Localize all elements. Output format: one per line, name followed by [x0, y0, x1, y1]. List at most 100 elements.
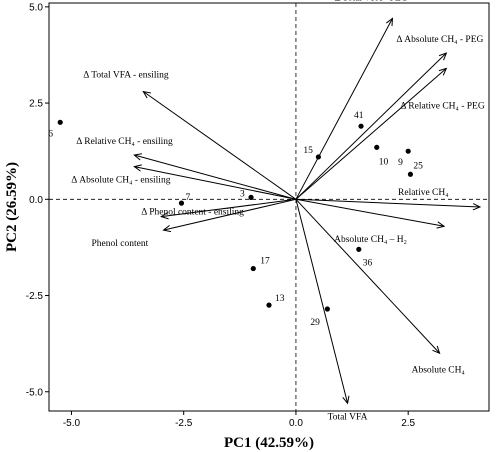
loading-label: Absolute CH₄ [412, 365, 465, 375]
loading-label: Δ Total VFA - PEG [334, 0, 407, 3]
score-point [178, 200, 185, 206]
loading-arrow-line [134, 154, 297, 200]
y-tick-label: 2.5 [29, 99, 43, 110]
loading-vector: Phenol content [91, 198, 297, 249]
loading-arrow-line [142, 91, 297, 200]
y-axis-title: PC2 (26.59%) [4, 162, 20, 252]
loading-arrowhead [162, 224, 172, 233]
loading-vector: Δ Phenol content - ensiling [141, 198, 297, 220]
score-point-group: 36 [356, 246, 373, 268]
loading-arrowhead [133, 164, 142, 172]
loading-label: Phenol content [91, 239, 148, 249]
loading-arrow-line [295, 18, 393, 200]
loading-arrow-line [161, 198, 297, 218]
score-label: 36 [363, 258, 373, 268]
y-tick-label: 0.0 [29, 195, 43, 206]
loading-arrow-line [295, 199, 349, 404]
score-point-group: 9 [398, 148, 411, 168]
score-point-group: 41 [354, 111, 364, 129]
axis-ticks: -5.0 -2.5 0.0 2.5 5.0 2.5 0.0 -2.5 -5.0 [26, 2, 416, 429]
loading-vector: Δ Total VFA - ensiling [83, 71, 297, 200]
loading-arrowhead [432, 345, 441, 355]
score-point-group: 15 [303, 146, 321, 160]
loading-label: Δ Absolute CH₄ - PEG [396, 35, 483, 45]
score-label: 10 [379, 157, 389, 167]
loading-label: Δ Phenol content - ensiling [141, 208, 244, 218]
loading-vector: Δ Absolute CH₄ - PEG [295, 35, 483, 200]
loading-arrowhead [160, 212, 169, 220]
loading-arrow-line [134, 166, 297, 200]
y-tick-label: 5.0 [29, 2, 43, 13]
score-point [266, 302, 272, 308]
loading-arrow-line [295, 198, 445, 227]
score-label: 6 [48, 129, 53, 139]
score-point [358, 123, 364, 129]
loading-arrow-line [295, 68, 447, 200]
score-point-group: 25 [407, 161, 423, 177]
loading-arrowhead [472, 203, 482, 211]
score-point [315, 154, 321, 160]
score-label: 25 [413, 161, 423, 171]
score-point [407, 171, 414, 177]
score-point-group: 29 [310, 306, 330, 328]
score-label: 13 [275, 294, 285, 304]
score-point [57, 119, 63, 125]
y-tick-label: -2.5 [26, 291, 44, 302]
score-points: 6 7 3 15 41 10 9 25 36 17 13 29 [48, 111, 423, 328]
loading-label: Δ Relative CH₄ - PEG [400, 101, 484, 111]
loading-label: Total VFA [328, 412, 368, 422]
loading-arrow-line [295, 52, 447, 200]
score-point [324, 306, 330, 312]
loading-label: Δ Absolute CH₄ - ensiling [71, 176, 170, 186]
loading-label: Relative CH₄ [398, 188, 449, 198]
loading-arrowhead [438, 52, 448, 61]
x-tick-label: -5.0 [63, 418, 81, 429]
loading-vector: Δ Total VFA - PEG [295, 0, 408, 200]
loading-arrowhead [142, 90, 151, 99]
score-point-group: 10 [374, 144, 389, 167]
score-point-group: 7 [178, 193, 190, 206]
loading-arrow-line [163, 198, 297, 231]
score-label: 17 [260, 257, 270, 267]
zero-reference-lines [49, 3, 489, 411]
score-label: 9 [398, 158, 403, 168]
loading-vector: Absolute CH₄ [295, 198, 465, 375]
loading-vector: Δ Relative CH₄ - PEG [295, 67, 485, 200]
loading-arrowhead [133, 153, 142, 161]
x-axis-title: PC1 (42.59%) [224, 435, 314, 451]
score-label: 3 [240, 189, 245, 199]
score-point-group: 6 [48, 119, 63, 139]
score-point [248, 194, 254, 200]
y-tick-label: -5.0 [26, 387, 44, 398]
score-label: 15 [303, 146, 313, 156]
loading-vector: Total VFA [295, 199, 368, 422]
loading-arrowhead [436, 221, 446, 229]
score-point [356, 246, 362, 252]
loading-arrow-line [295, 198, 481, 208]
score-point [405, 148, 411, 154]
score-label: 7 [185, 193, 190, 203]
loading-label: Δ Relative CH₄ - ensiling [76, 137, 173, 147]
plot-frame [48, 2, 490, 412]
loading-vector: Relative CH₄ [295, 188, 482, 211]
score-point [250, 265, 256, 272]
loading-vectors: Δ Total VFA - PEG Δ Absolute CH₄ - PEG Δ R… [71, 0, 485, 422]
loading-vector: Absolute CH₄ – H₂ [295, 198, 446, 245]
loading-label: Absolute CH₄ – H₂ [334, 235, 407, 245]
loading-vector: Δ Absolute CH₄ - ensiling [71, 164, 297, 200]
loading-label: Δ Total VFA - ensiling [83, 71, 169, 81]
loading-arrow-line [295, 198, 440, 354]
score-label: 29 [310, 318, 320, 328]
x-tick-label: -2.5 [175, 418, 193, 429]
score-point [374, 144, 380, 150]
score-label: 41 [354, 111, 364, 121]
score-point-group: 13 [266, 294, 285, 308]
x-tick-label: 0.0 [289, 418, 303, 429]
x-tick-label: 2.5 [401, 418, 415, 429]
score-point-group: 3 [240, 189, 254, 200]
loading-arrowhead [386, 17, 394, 27]
loading-vector: Δ Relative CH₄ - ensiling [76, 137, 297, 200]
loading-arrowhead [342, 395, 350, 405]
loading-arrowhead [438, 67, 448, 76]
